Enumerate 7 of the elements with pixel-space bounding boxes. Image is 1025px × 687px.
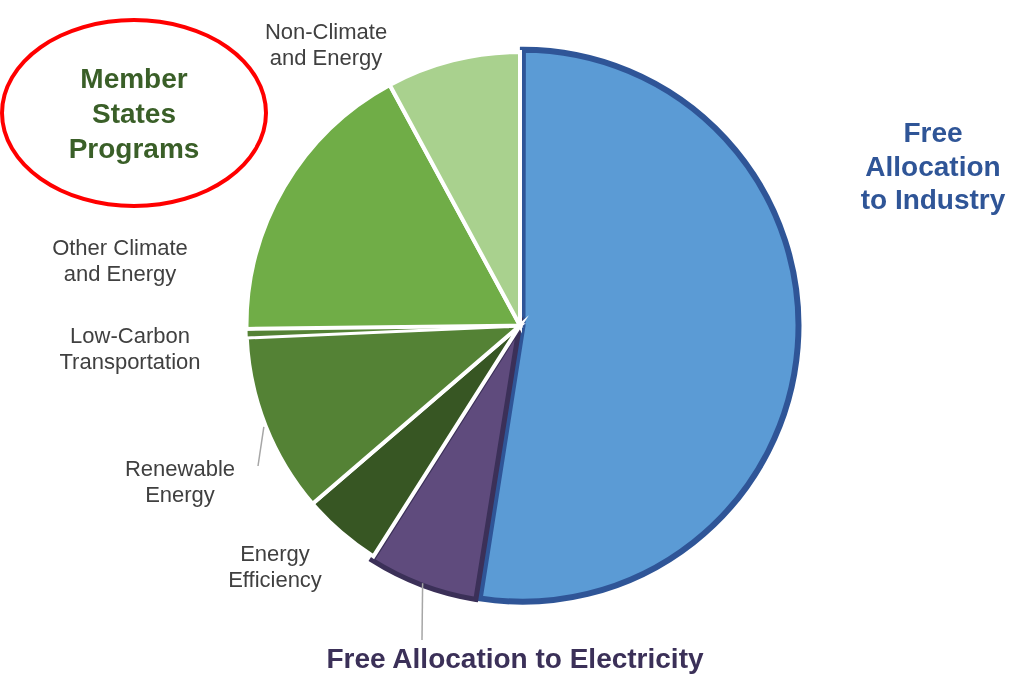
slice-label: Free Allocation to Electricity: [326, 642, 704, 674]
slice-label: Renewable Energy: [124, 455, 236, 508]
ellipse-outline: Member States Programs: [0, 18, 268, 208]
slice-label: Other Climate and Energy: [52, 234, 188, 287]
slice-label: Free Allocation to Industry: [860, 117, 1006, 216]
slice-label: Energy Efficiency: [228, 540, 322, 593]
slice-label: Low-Carbon Transportation: [59, 322, 201, 375]
